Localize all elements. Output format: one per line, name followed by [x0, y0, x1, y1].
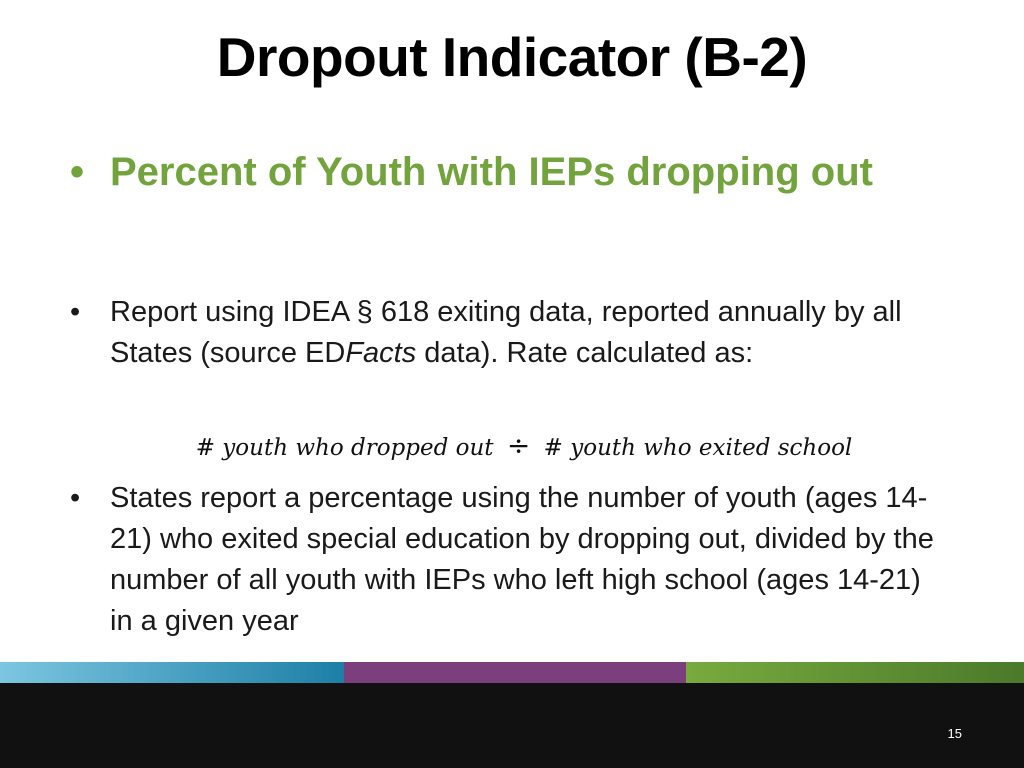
bullet-dot-icon: • [70, 150, 85, 194]
rate-formula: # youth who dropped out ÷ # youth who ex… [0, 428, 1024, 466]
sub-bullet-percentage: • States report a percentage using the n… [70, 478, 950, 642]
bullet-dot-icon: • [70, 296, 81, 328]
slide-content: • Percent of Youth with IEPs dropping ou… [0, 148, 1024, 642]
page-number: 15 [947, 726, 962, 741]
formula-denominator: # youth who exited school [543, 435, 853, 461]
color-bar-blue [0, 662, 344, 683]
sub-bullet-report: • Report using IDEA § 618 exiting data, … [70, 292, 950, 374]
report-text-emphasis: Facts [345, 337, 417, 369]
report-text-end: data). Rate calculated as: [416, 337, 754, 369]
color-bar-purple [344, 662, 686, 683]
formula-numerator: # youth who dropped out [195, 435, 494, 461]
bullet-dot-icon: • [70, 482, 81, 514]
sub-bullet-percentage-text: States report a percentage using the num… [110, 482, 934, 637]
slide-footer: 15 [0, 683, 1024, 768]
slide-title: Dropout Indicator (B-2) [216, 26, 808, 88]
main-bullet: • Percent of Youth with IEPs dropping ou… [70, 148, 950, 196]
main-bullet-text: Percent of Youth with IEPs dropping out [110, 150, 873, 194]
division-icon: ÷ [506, 429, 531, 462]
sub-bullet-report-text: Report using IDEA § 618 exiting data, re… [110, 292, 950, 374]
decorative-color-bar [0, 662, 1024, 683]
color-bar-green [686, 662, 1024, 683]
report-text-start: Report using IDEA § 618 exiting data, re… [110, 296, 902, 369]
